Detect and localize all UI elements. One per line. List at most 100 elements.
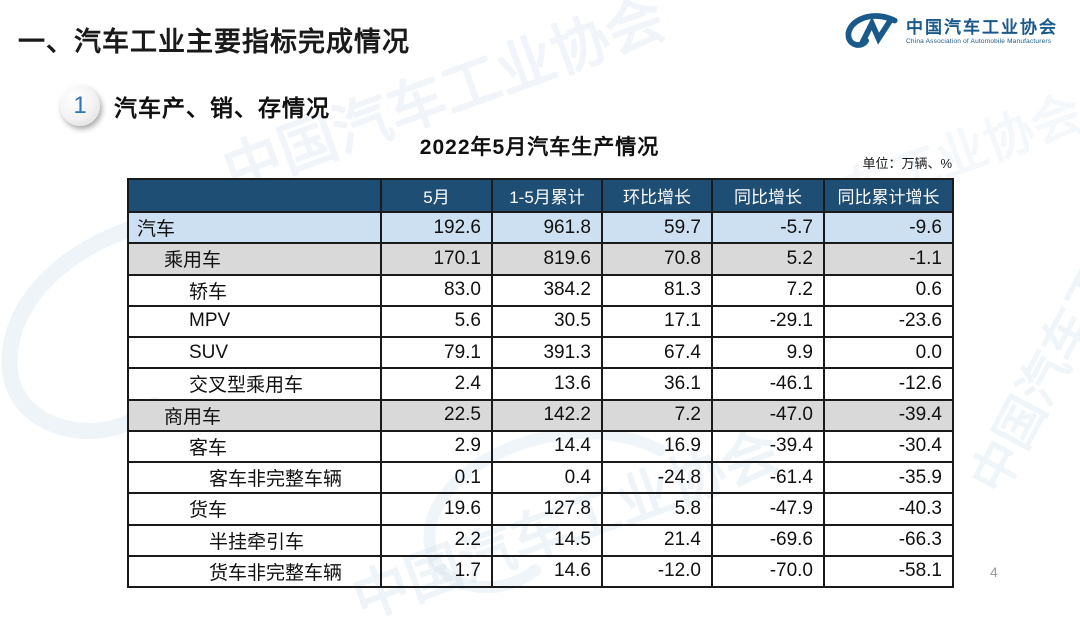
row-value: -24.8 <box>601 460 713 495</box>
row-value: -35.9 <box>823 460 954 495</box>
row-value: 5.2 <box>711 242 825 276</box>
row-value: 36.1 <box>601 367 713 401</box>
row-value: 0.6 <box>823 273 954 307</box>
row-value: 70.8 <box>601 242 713 276</box>
column-header: 同比累计增长 <box>823 178 954 213</box>
logo-name-cn: 中国汽车工业协会 <box>906 18 1058 38</box>
row-label: 货车 <box>127 492 382 526</box>
row-value: 16.9 <box>601 429 713 464</box>
row-value: 7.2 <box>601 398 713 432</box>
row-value: 81.3 <box>601 273 713 307</box>
row-value: 14.4 <box>491 429 603 464</box>
row-value: -70.0 <box>711 554 825 589</box>
production-table: 5月 1-5月累计 环比增长 同比增长 同比累计增长 汽车 192.6 961.8 59.7-… <box>127 178 954 589</box>
row-value: 67.4 <box>601 335 713 370</box>
row-value: 14.6 <box>491 554 603 589</box>
row-label: MPV <box>127 304 382 339</box>
section-heading: 1 汽车产、销、存情况 <box>60 86 330 126</box>
section-number-badge: 1 <box>60 86 100 126</box>
row-value: -39.4 <box>823 398 954 432</box>
table-row: SUV 79.1 391.3 67.4 9.9 0.0 <box>127 335 954 370</box>
row-label: 乘用车 <box>127 242 382 276</box>
row-value: 0.1 <box>380 460 493 495</box>
row-value: 79.1 <box>380 335 493 370</box>
row-value: -61.4 <box>711 460 825 495</box>
row-label: SUV <box>127 335 382 370</box>
row-value: -69.6 <box>711 523 825 557</box>
table-row: 商用车 22.5 142.2 7.2 -47.0 -39.4 <box>127 398 954 432</box>
row-label: 轿车 <box>127 273 382 307</box>
row-label: 货车非完整车辆 <box>127 554 382 589</box>
row-value: -46.1 <box>711 367 825 401</box>
table-header: 5月 1-5月累计 环比增长 同比增长 同比累计增长 <box>127 178 954 213</box>
table-row: 货车 19.6 127.8 5.8 -47.9 -40.3 <box>127 492 954 526</box>
column-header: 环比增长 <box>601 178 713 213</box>
row-value: -5.7 <box>711 210 825 245</box>
logo-name-en: China Association of Automobile Manufact… <box>906 37 1052 45</box>
row-value: -9.6 <box>823 210 954 245</box>
page-number: 4 <box>990 564 998 580</box>
row-value: -47.9 <box>711 492 825 526</box>
row-value: 9.9 <box>711 335 825 370</box>
row-value: 384.2 <box>491 273 603 307</box>
row-value: -39.4 <box>711 429 825 464</box>
row-value: 22.5 <box>380 398 493 432</box>
table-row: 汽车 192.6 961.8 59.7 -5.7 -9.6 <box>127 210 954 245</box>
row-value: 19.6 <box>380 492 493 526</box>
table-row: 客车 2.9 14.4 16.9 -39.4 -30.4 <box>127 429 954 464</box>
row-label: 商用车 <box>127 398 382 432</box>
row-value: -12.6 <box>823 367 954 401</box>
page-title: 一、汽车工业主要指标完成情况 <box>18 27 410 57</box>
row-value: 2.4 <box>380 367 493 401</box>
row-value: 83.0 <box>380 273 493 307</box>
row-label: 客车 <box>127 429 382 464</box>
row-label: 客车非完整车辆 <box>127 460 382 495</box>
table-row: 半挂牵引车 2.2 14.5 21.4 -69.6 -66.3 <box>127 523 954 557</box>
row-value: 391.3 <box>491 335 603 370</box>
row-value: 192.6 <box>380 210 493 245</box>
row-value: 59.7 <box>601 210 713 245</box>
row-value: -58.1 <box>823 554 954 589</box>
row-label: 半挂牵引车 <box>127 523 382 557</box>
column-header <box>127 178 382 213</box>
row-value: 142.2 <box>491 398 603 432</box>
section-title: 汽车产、销、存情况 <box>114 95 330 121</box>
column-header: 5月 <box>380 178 493 213</box>
row-value: 13.6 <box>491 367 603 401</box>
row-value: 5.8 <box>601 492 713 526</box>
row-value: -23.6 <box>823 304 954 339</box>
row-value: 0.4 <box>491 460 603 495</box>
row-value: 2.9 <box>380 429 493 464</box>
table-title: 2022年5月汽车生产情况 <box>419 136 660 159</box>
row-value: 17.1 <box>601 304 713 339</box>
row-value: 819.6 <box>491 242 603 276</box>
row-value: -1.1 <box>823 242 954 276</box>
row-value: 170.1 <box>380 242 493 276</box>
row-value: 0.0 <box>823 335 954 370</box>
row-value: 14.5 <box>491 523 603 557</box>
row-value: -30.4 <box>823 429 954 464</box>
row-value: 961.8 <box>491 210 603 245</box>
row-value: -12.0 <box>601 554 713 589</box>
table-row: 交叉型乘用车 2.4 13.6 36.1 -46.1 -12.6 <box>127 367 954 401</box>
table-row: 货车非完整车辆 1.7 14.6 -12.0 -70.0 -58.1 <box>127 554 954 589</box>
column-header: 同比增长 <box>711 178 825 213</box>
row-value: 2.2 <box>380 523 493 557</box>
table-row: MPV 5.6 30.5 17.1 -29.1 -23.6 <box>127 304 954 339</box>
column-header: 1-5月累计 <box>491 178 603 213</box>
row-value: 127.8 <box>491 492 603 526</box>
caam-logo: 中国汽车工业协会 China Association of Automobile… <box>840 12 1058 52</box>
row-value: -40.3 <box>823 492 954 526</box>
row-value: -47.0 <box>711 398 825 432</box>
watermark-text: 中国汽车工业协会 <box>960 122 1080 502</box>
caam-logo-mark-icon <box>845 13 898 48</box>
table-unit-note: 单位：万辆、% <box>862 156 952 171</box>
row-value: -29.1 <box>711 304 825 339</box>
row-value: 30.5 <box>491 304 603 339</box>
table-row: 轿车 83.0 384.2 81.3 7.2 0.6 <box>127 273 954 307</box>
row-label: 交叉型乘用车 <box>127 367 382 401</box>
row-value: 21.4 <box>601 523 713 557</box>
row-value: -66.3 <box>823 523 954 557</box>
row-value: 1.7 <box>380 554 493 589</box>
